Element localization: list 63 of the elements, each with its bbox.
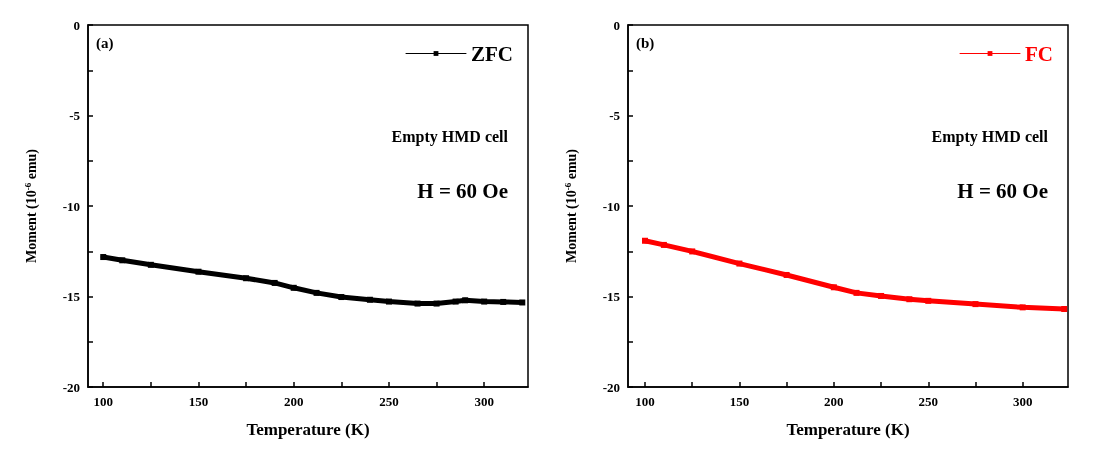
- point: [452, 298, 459, 305]
- point: [972, 301, 979, 308]
- x-tick-label: 100: [93, 394, 113, 409]
- x-tick-label: 100: [635, 394, 655, 409]
- point: [366, 296, 373, 303]
- point: [462, 297, 469, 304]
- point: [1019, 304, 1026, 311]
- x-tick-label: 150: [188, 394, 209, 409]
- point: [689, 248, 696, 255]
- point: [313, 289, 320, 296]
- point: [925, 297, 932, 304]
- y-tick-label: -5: [69, 108, 81, 123]
- point: [338, 294, 345, 301]
- y-tick-label: 0: [73, 17, 80, 33]
- y-tick-label: 0: [613, 17, 620, 33]
- point: [642, 237, 648, 244]
- x-axis-title: Temperature (K): [246, 420, 370, 439]
- point: [243, 275, 250, 282]
- point: [414, 300, 421, 307]
- x-tick-label: 150: [729, 394, 750, 409]
- x-tick-label: 250: [379, 394, 399, 409]
- annotation: (a): [96, 34, 114, 52]
- annotation: Empty HMD cell: [931, 127, 1049, 146]
- x-tick-label: 200: [824, 394, 844, 409]
- point: [878, 292, 885, 299]
- point: [853, 289, 860, 296]
- y-axis-title: Moment (10-6 emu): [22, 148, 40, 264]
- annotation: Empty HMD cell: [391, 127, 509, 146]
- y-tick-label: -15: [602, 289, 621, 304]
- y-tick-label: -10: [602, 198, 620, 214]
- y-tick-label: -15: [62, 289, 81, 304]
- point: [783, 271, 790, 278]
- point: [736, 260, 743, 267]
- y-tick-label: -20: [62, 379, 80, 395]
- point: [271, 279, 278, 286]
- point: [433, 300, 440, 307]
- point: [195, 268, 202, 275]
- legend-label: FC: [1025, 41, 1054, 66]
- x-tick-label: 200: [283, 394, 304, 409]
- x-axis-title: Temperature (K): [786, 420, 910, 439]
- point: [290, 284, 297, 291]
- point: [385, 298, 392, 305]
- y-tick-label: -20: [602, 379, 620, 395]
- point: [660, 241, 667, 248]
- legend-label: ZFC: [471, 41, 513, 66]
- annotation: H = 60 Oe: [417, 178, 509, 203]
- point: [147, 261, 154, 268]
- y-tick-label: -10: [62, 198, 80, 214]
- y-tick-label: -5: [609, 108, 621, 123]
- point: [519, 299, 526, 306]
- x-tick-label: 300: [474, 394, 494, 409]
- y-axis-title: Moment (10-6 emu): [562, 148, 580, 264]
- point: [100, 254, 107, 261]
- point: [906, 296, 913, 303]
- x-tick-label: 300: [1012, 394, 1033, 409]
- annotation: H = 60 Oe: [957, 178, 1049, 203]
- x-tick-label: 250: [918, 394, 939, 409]
- annotation: (b): [636, 34, 655, 52]
- point: [119, 257, 126, 264]
- point: [500, 298, 507, 305]
- point: [481, 298, 488, 305]
- point: [830, 284, 837, 291]
- point: [1061, 305, 1068, 312]
